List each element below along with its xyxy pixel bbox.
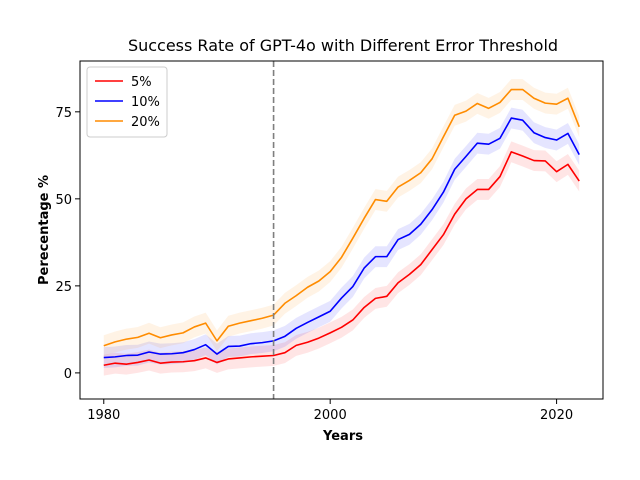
series-lines — [103, 88, 580, 367]
x-tick-label: 2020 — [540, 408, 573, 423]
confidence-band-0 — [103, 141, 580, 376]
confidence-band-1 — [103, 107, 580, 369]
y-axis-ticks: 0 25 50 75 — [55, 106, 80, 382]
legend: 5% 10% 20% — [86, 66, 168, 138]
y-tick-label: 25 — [55, 280, 72, 295]
series-line-2 — [103, 88, 580, 347]
y-tick-label: 50 — [55, 193, 72, 208]
legend-box — [86, 66, 168, 138]
plot-frame — [79, 60, 604, 400]
legend-label-0: 5% — [131, 75, 152, 90]
confidence-band-2 — [103, 79, 580, 357]
y-tick-label: 75 — [55, 106, 72, 121]
y-axis-title: Perecentage % — [37, 175, 52, 285]
confidence-bands — [103, 79, 580, 376]
chart-title: Success Rate of GPT-4o with Different Er… — [128, 36, 558, 55]
x-tick-label: 2000 — [314, 408, 347, 423]
x-axis-ticks: 1980 2000 2020 — [87, 399, 573, 423]
x-tick-label: 1980 — [87, 408, 120, 423]
series-line-1 — [103, 117, 580, 359]
legend-label-2: 20% — [131, 115, 160, 130]
y-tick-label: 0 — [64, 367, 72, 382]
legend-label-1: 10% — [131, 95, 160, 110]
x-axis-title: Years — [322, 429, 363, 444]
series-line-0 — [103, 151, 580, 367]
